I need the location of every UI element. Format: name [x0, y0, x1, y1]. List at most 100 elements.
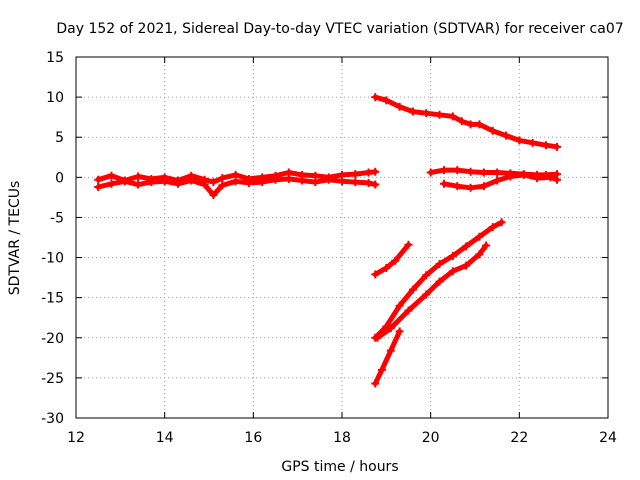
- series-3: [371, 93, 562, 151]
- data-point: [422, 290, 431, 299]
- data-point: [448, 112, 457, 121]
- data-point: [435, 277, 444, 286]
- data-point: [404, 240, 413, 249]
- y-tick-label: -30: [41, 411, 64, 427]
- data-point: [519, 170, 528, 179]
- data-point: [404, 306, 413, 315]
- data-point: [284, 174, 293, 183]
- y-tick-label: 0: [55, 170, 64, 186]
- data-point: [448, 251, 457, 260]
- x-tick-label: 20: [422, 430, 440, 446]
- data-point: [258, 178, 267, 187]
- series-6: [371, 240, 413, 279]
- data-point: [311, 178, 320, 187]
- y-tick-label: 10: [46, 90, 64, 106]
- data-point: [377, 365, 386, 374]
- data-point: [466, 167, 475, 176]
- data-point: [462, 242, 471, 251]
- axis-ticks: [75, 56, 609, 419]
- data-point: [515, 136, 524, 145]
- data-point: [107, 179, 116, 188]
- data-point: [479, 168, 488, 177]
- x-tick-labels: 12 14 16 18 20 22 24: [67, 430, 617, 446]
- data-point: [395, 327, 404, 336]
- y-tick-labels: 15 10 5 0 -5 -10 -15 -20 -25 -30: [41, 50, 64, 427]
- data-point: [187, 176, 196, 185]
- series-trace: [441, 172, 560, 191]
- data-point: [482, 241, 491, 250]
- data-point: [218, 181, 227, 190]
- series-9: [371, 327, 404, 388]
- data-point: [371, 93, 380, 102]
- data-point: [364, 178, 373, 187]
- data-point: [382, 263, 391, 272]
- series-5: [439, 170, 562, 192]
- data-point: [528, 138, 537, 147]
- data-point: [244, 178, 253, 187]
- data-point: [439, 179, 448, 188]
- data-point: [475, 232, 484, 241]
- data-point: [395, 102, 404, 111]
- data-point: [94, 182, 103, 191]
- y-axis-title: SDTVAR / TECUs: [7, 181, 23, 296]
- series-trace: [372, 94, 560, 150]
- data-point: [466, 183, 475, 192]
- data-point: [546, 173, 555, 182]
- data-point: [218, 174, 227, 183]
- data-point: [386, 324, 395, 333]
- data-point: [338, 177, 346, 186]
- y-tick-label: 15: [46, 50, 64, 66]
- x-tick-label: 24: [599, 430, 617, 446]
- data-point: [147, 178, 156, 187]
- series-8: [373, 241, 491, 342]
- data-point: [488, 223, 497, 232]
- y-tick-label: -25: [41, 371, 64, 387]
- x-tick-label: 16: [244, 430, 262, 446]
- series-trace: [372, 242, 411, 277]
- data-point: [553, 142, 562, 151]
- data-point: [533, 174, 542, 183]
- data-point: [371, 180, 380, 189]
- data-point: [426, 168, 435, 177]
- data-point: [120, 177, 129, 186]
- data-point: [475, 250, 484, 259]
- data-point: [134, 172, 143, 181]
- data-point: [371, 379, 380, 388]
- data-point: [134, 180, 143, 189]
- data-point: [466, 120, 475, 129]
- data-point: [435, 259, 444, 268]
- data-point: [371, 167, 380, 176]
- x-axis-title: GPS time / hours: [281, 459, 398, 475]
- y-tick-label: -20: [41, 331, 64, 347]
- data-point: [382, 96, 391, 105]
- data-point: [351, 178, 360, 187]
- data-point: [209, 190, 218, 199]
- data-point: [371, 270, 380, 279]
- data-point: [408, 285, 417, 294]
- data-point: [391, 256, 400, 265]
- y-tick-label: -5: [50, 210, 64, 226]
- data-point: [351, 170, 360, 179]
- data-point: [493, 176, 502, 185]
- data-point: [107, 171, 116, 180]
- y-tick-label: 5: [55, 130, 64, 146]
- data-point: [506, 172, 515, 181]
- data-point: [462, 261, 471, 270]
- data-point: [541, 141, 550, 150]
- data-point: [231, 177, 240, 186]
- data-point: [200, 180, 209, 189]
- y-tick-label: -10: [41, 251, 64, 267]
- data-point: [373, 333, 382, 342]
- x-tick-label: 22: [510, 430, 528, 446]
- series-2: [94, 174, 380, 199]
- data-series: [94, 93, 562, 388]
- data-point: [271, 175, 280, 184]
- data-point: [439, 166, 448, 175]
- data-point: [408, 107, 417, 116]
- data-point: [94, 175, 103, 184]
- data-point: [553, 175, 562, 184]
- data-point: [479, 182, 488, 191]
- x-tick-label: 12: [67, 430, 85, 446]
